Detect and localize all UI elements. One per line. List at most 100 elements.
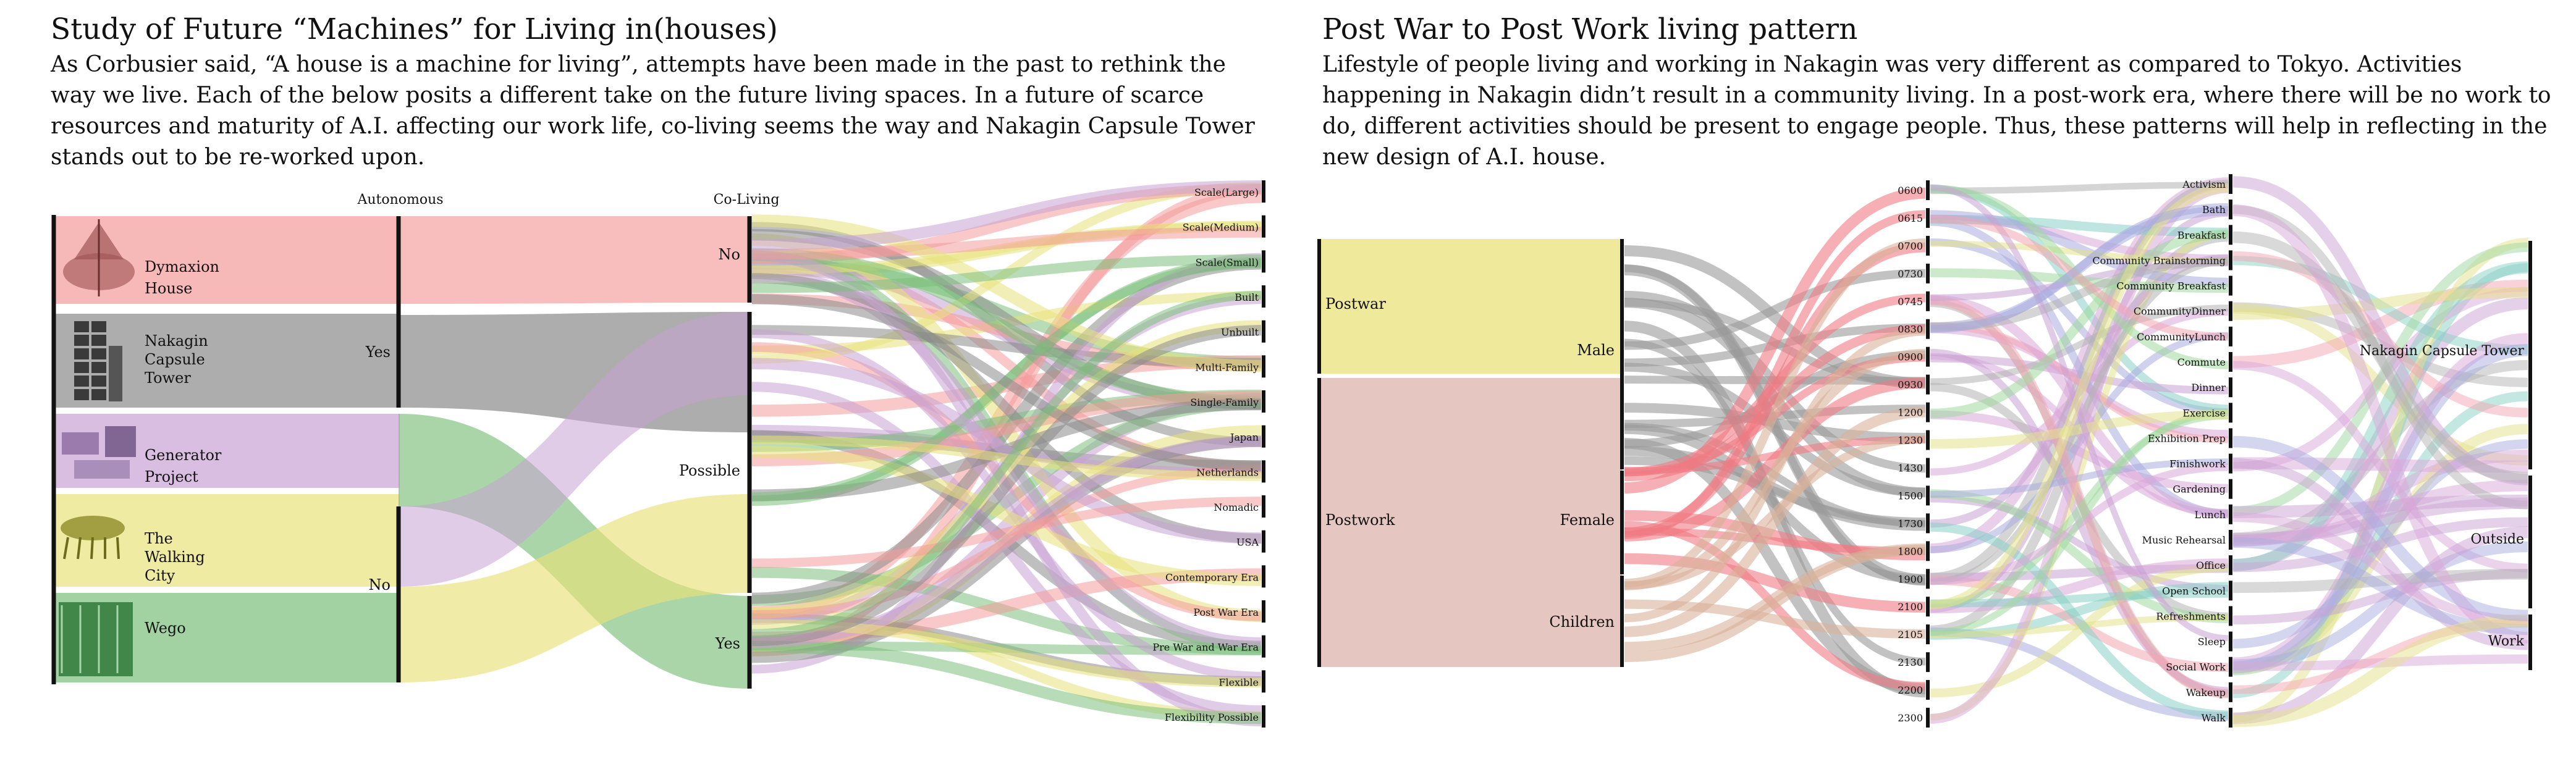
project-label-3-line-2: City [145,567,175,584]
activity-node-9 [2229,403,2232,423]
time-flow [1624,543,1926,652]
time-node-1900 [1926,569,1930,589]
attribute-label-multi-family: Multi-Family [1195,361,1259,373]
time-label-0930: 0930 [1898,379,1923,391]
activity-node-21 [2229,708,2232,728]
attribute-node-9 [1262,495,1265,518]
attribute-flow [751,214,1262,372]
project-label-0-line-0: Dymaxion [145,258,219,275]
activity-label-breakfast: Breakfast [2177,229,2226,241]
attribute-node-4 [1262,320,1265,343]
time-node-1730 [1926,513,1930,534]
attribute-node-12 [1262,600,1265,623]
activity-flow [1930,322,2229,443]
left-description: As Corbusier said, “A house is a machine… [51,52,1255,170]
attribute-node-3 [1262,285,1265,308]
attribute-label-scale-medium-: Scale(Medium) [1183,222,1259,233]
activity-label-exhibition-prep: Exhibition Prep [2148,432,2226,444]
attribute-node-15 [1262,705,1265,728]
time-node-0930 [1926,374,1930,395]
activity-label-walk: Walk [2202,712,2226,724]
time-flow [1624,245,1926,389]
activity-label-exercise: Exercise [2182,407,2226,419]
project-axis-bar [51,215,56,684]
activity-label-activism: Activism [2182,178,2226,190]
time-node-2200 [1926,680,1930,700]
place-node-0 [2528,241,2532,469]
time-flow [1624,327,1926,623]
flow-dymaxion-to-coliving-no [399,216,750,304]
time-node-1230 [1926,430,1930,450]
time-node-2105 [1926,624,1930,645]
attribute-label-unbuilt: Unbuilt [1221,327,1259,338]
activity-node-7 [2229,352,2232,372]
node-group-children [1620,576,1624,667]
time-label-0700: 0700 [1898,240,1923,252]
activity-flow [1930,203,2229,334]
place-flow [2232,526,2528,724]
time-label-2100: 2100 [1898,601,1923,613]
attribute-node-7 [1262,425,1265,448]
place-flow [2232,231,2528,484]
activity-flow [1930,184,2229,642]
activity-label-open-school: Open School [2162,585,2226,597]
project-label-1-line-1: Capsule [145,351,205,368]
attribute-flow [751,640,1262,724]
time-label-0745: 0745 [1898,296,1923,308]
left-sankey: Autonomous Co-LivingDymaxionHouseNakaginC… [51,180,1265,728]
time-node-0745 [1926,291,1930,311]
time-node-2130 [1926,652,1930,673]
time-label-1230: 1230 [1898,435,1923,447]
place-flow [2232,614,2528,728]
activity-flow [1930,215,2229,341]
activity-label-sleep: Sleep [2198,636,2226,648]
right-description: Lifestyle of people living and working i… [1322,52,2551,170]
activity-flow [1930,229,2229,419]
place-flow [2232,287,2528,320]
time-label-1430: 1430 [1898,462,1923,474]
node-autonomous-yes [396,216,401,408]
era-block-postwar [1319,239,1622,374]
time-label-0615: 0615 [1898,212,1923,224]
attribute-label-scale-small-: Scale(Small) [1196,256,1259,268]
place-flow [2232,458,2528,650]
place-flow [2232,435,2528,622]
time-flow [1624,338,1926,666]
project-label-0-line-1: House [145,280,192,297]
time-label-0830: 0830 [1898,324,1923,335]
time-flow [1624,238,1926,588]
place-flow [2232,654,2528,671]
activity-label-refreshments: Refreshments [2156,610,2226,622]
activity-node-5 [2229,301,2232,321]
time-node-1800 [1926,541,1930,561]
attribute-flow [751,445,1262,586]
activity-label-music-rehearsal: Music Rehearsal [2142,534,2226,546]
attribute-node-1 [1262,215,1265,238]
axis-label-coliving: Co-Living [714,192,780,208]
attribute-node-6 [1262,390,1265,413]
era-block-postwork [1319,378,1622,667]
attribute-node-11 [1262,565,1265,588]
attribute-label-post-war-era: Post War Era [1193,606,1259,618]
project-label-4-line-0: Wego [145,619,186,637]
time-node-0900 [1926,346,1930,367]
attribute-label-flexibility-possible: Flexibility Possible [1165,711,1259,723]
attribute-flow [751,358,1262,544]
right-panel-header: Post War to Post Work living pattern Lif… [1322,12,2552,173]
activity-node-10 [2229,428,2232,448]
project-label-1-line-2: Tower [145,369,191,387]
activity-flow [1930,589,2229,608]
place-label-outside: Outside [2471,532,2524,547]
place-flow [2232,517,2528,573]
activity-node-12 [2229,479,2232,499]
wego-icon [59,602,133,676]
project-label-3-line-0: The [145,530,173,547]
place-flow [2232,242,2528,516]
activity-flow [1930,458,2229,498]
label-coliving-yes: Yes [715,635,740,652]
time-flow [1624,269,1926,350]
project-label-3-line-1: Walking [145,548,205,566]
attribute-flow [751,180,1262,251]
node-coliving-yes [747,596,752,689]
activity-label-gardening: Gardening [2173,484,2226,495]
